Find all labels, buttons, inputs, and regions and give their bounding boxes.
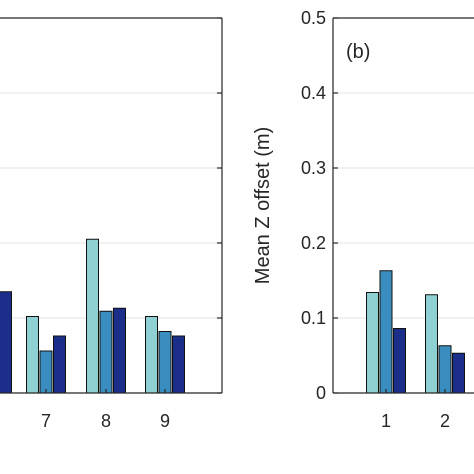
right-ytick-label-3: 0.3 xyxy=(301,158,326,178)
left-bar-8-s1 xyxy=(86,238,99,394)
left-bar-6-s3 xyxy=(0,291,12,394)
left-bar-9-s1 xyxy=(145,316,158,394)
right-bar-1-s3 xyxy=(393,328,406,394)
right-xtick-label-2: 2 xyxy=(440,411,450,431)
panel-label-b: (b) xyxy=(346,41,370,63)
right-ytick-label-0: 0 xyxy=(316,383,326,403)
left-panel: 7 8 9 xyxy=(0,17,223,431)
left-xtick-label-8: 8 xyxy=(101,411,111,431)
right-xtick-label-1: 1 xyxy=(381,411,391,431)
right-bar-1-s2 xyxy=(379,270,393,394)
right-bar-2-s3 xyxy=(452,352,465,394)
left-xtick-label-9: 9 xyxy=(160,411,170,431)
right-bar-1-s1 xyxy=(366,292,379,394)
right-ytick-label-2: 0.2 xyxy=(301,233,326,253)
right-ytick-label-5: 0.5 xyxy=(301,8,326,28)
right-bar-2-s1 xyxy=(425,294,438,394)
left-bar-9-s2 xyxy=(158,331,172,394)
right-panel: 0 0.1 0.2 0.3 0.4 0.5 1 2 Mean Z offset (m) (b) xyxy=(252,8,474,431)
left-bar-9-s3 xyxy=(172,335,185,394)
left-xtick-label-7: 7 xyxy=(41,411,51,431)
left-bar-7-s1 xyxy=(26,316,39,394)
right-bar-2-s2 xyxy=(438,345,452,394)
left-bar-8-s2 xyxy=(99,310,113,394)
right-ytick-label-4: 0.4 xyxy=(301,83,326,103)
left-bar-8-s3 xyxy=(113,307,126,394)
left-bar-7-s3 xyxy=(53,335,66,394)
left-bar-7-s2 xyxy=(39,350,53,394)
right-y-axis-label: Mean Z offset (m) xyxy=(252,127,274,284)
right-ytick-label-1: 0.1 xyxy=(301,308,326,328)
